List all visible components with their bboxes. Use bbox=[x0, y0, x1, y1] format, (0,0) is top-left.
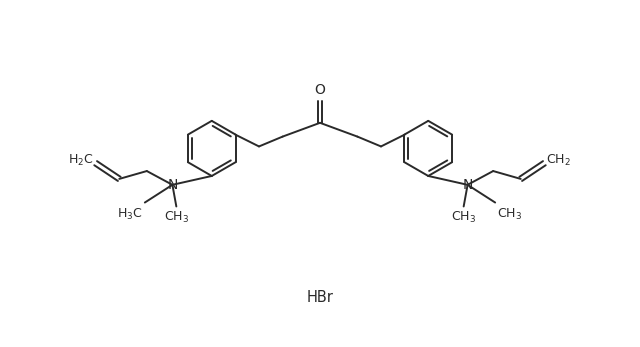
Text: CH$_2$: CH$_2$ bbox=[547, 153, 571, 168]
Text: HBr: HBr bbox=[307, 290, 333, 305]
Text: N: N bbox=[167, 178, 177, 192]
Text: CH$_3$: CH$_3$ bbox=[451, 210, 476, 225]
Text: N: N bbox=[463, 178, 473, 192]
Text: H$_3$C: H$_3$C bbox=[117, 206, 143, 222]
Text: H$_2$C: H$_2$C bbox=[68, 153, 93, 168]
Text: O: O bbox=[315, 83, 325, 97]
Text: CH$_3$: CH$_3$ bbox=[164, 210, 189, 225]
Text: CH$_3$: CH$_3$ bbox=[497, 206, 522, 222]
